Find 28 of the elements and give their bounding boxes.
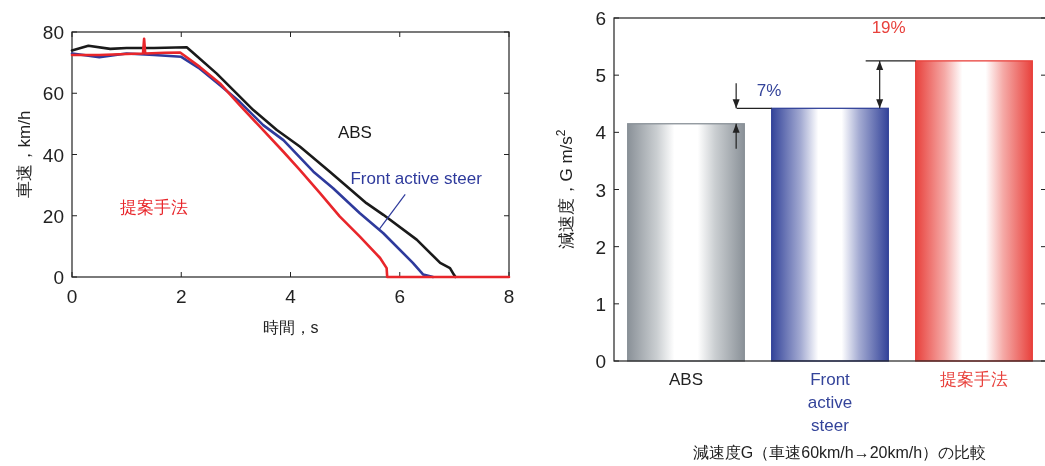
y-tick-label: 80 xyxy=(42,22,64,43)
x-axis-title: 減速度G（車速60km/h→20km/h）の比較 xyxy=(692,444,987,461)
y-tick-label: 4 xyxy=(595,122,607,144)
y-tick-label: 5 xyxy=(595,65,606,87)
x-tick-label: Front active steer xyxy=(807,370,853,435)
text: 提案手法 xyxy=(119,197,188,217)
x-tick-label: 0 xyxy=(66,286,78,307)
x-tick-label: 4 xyxy=(285,286,297,307)
y-axis-title: 車速，km/h xyxy=(15,110,34,199)
x-tick-label: 6 xyxy=(394,286,406,307)
x-axis-title: 時間，s xyxy=(262,319,319,336)
y-tick-label: 3 xyxy=(595,179,606,201)
x-tick-label: 8 xyxy=(503,286,515,307)
y-tick-label: 20 xyxy=(42,205,64,227)
x-tick-label: ABS xyxy=(668,370,704,389)
y-tick-label: 2 xyxy=(595,236,606,258)
series-label: Front active steer xyxy=(350,168,483,188)
x-tick-label: 提案手法 xyxy=(940,370,1008,389)
y-tick-label: 1 xyxy=(595,293,606,315)
annotation: 7% xyxy=(756,81,782,101)
y-tick-label: 6 xyxy=(595,8,606,29)
series-label: ABS xyxy=(337,122,372,142)
y-tick-label: 60 xyxy=(42,83,64,105)
y-tick-label: 40 xyxy=(42,144,64,166)
y-tick-label: 0 xyxy=(595,351,606,372)
y-tick-label: 0 xyxy=(53,267,64,288)
x-tick-label: 2 xyxy=(175,286,187,307)
annotation: 19% xyxy=(871,17,906,37)
